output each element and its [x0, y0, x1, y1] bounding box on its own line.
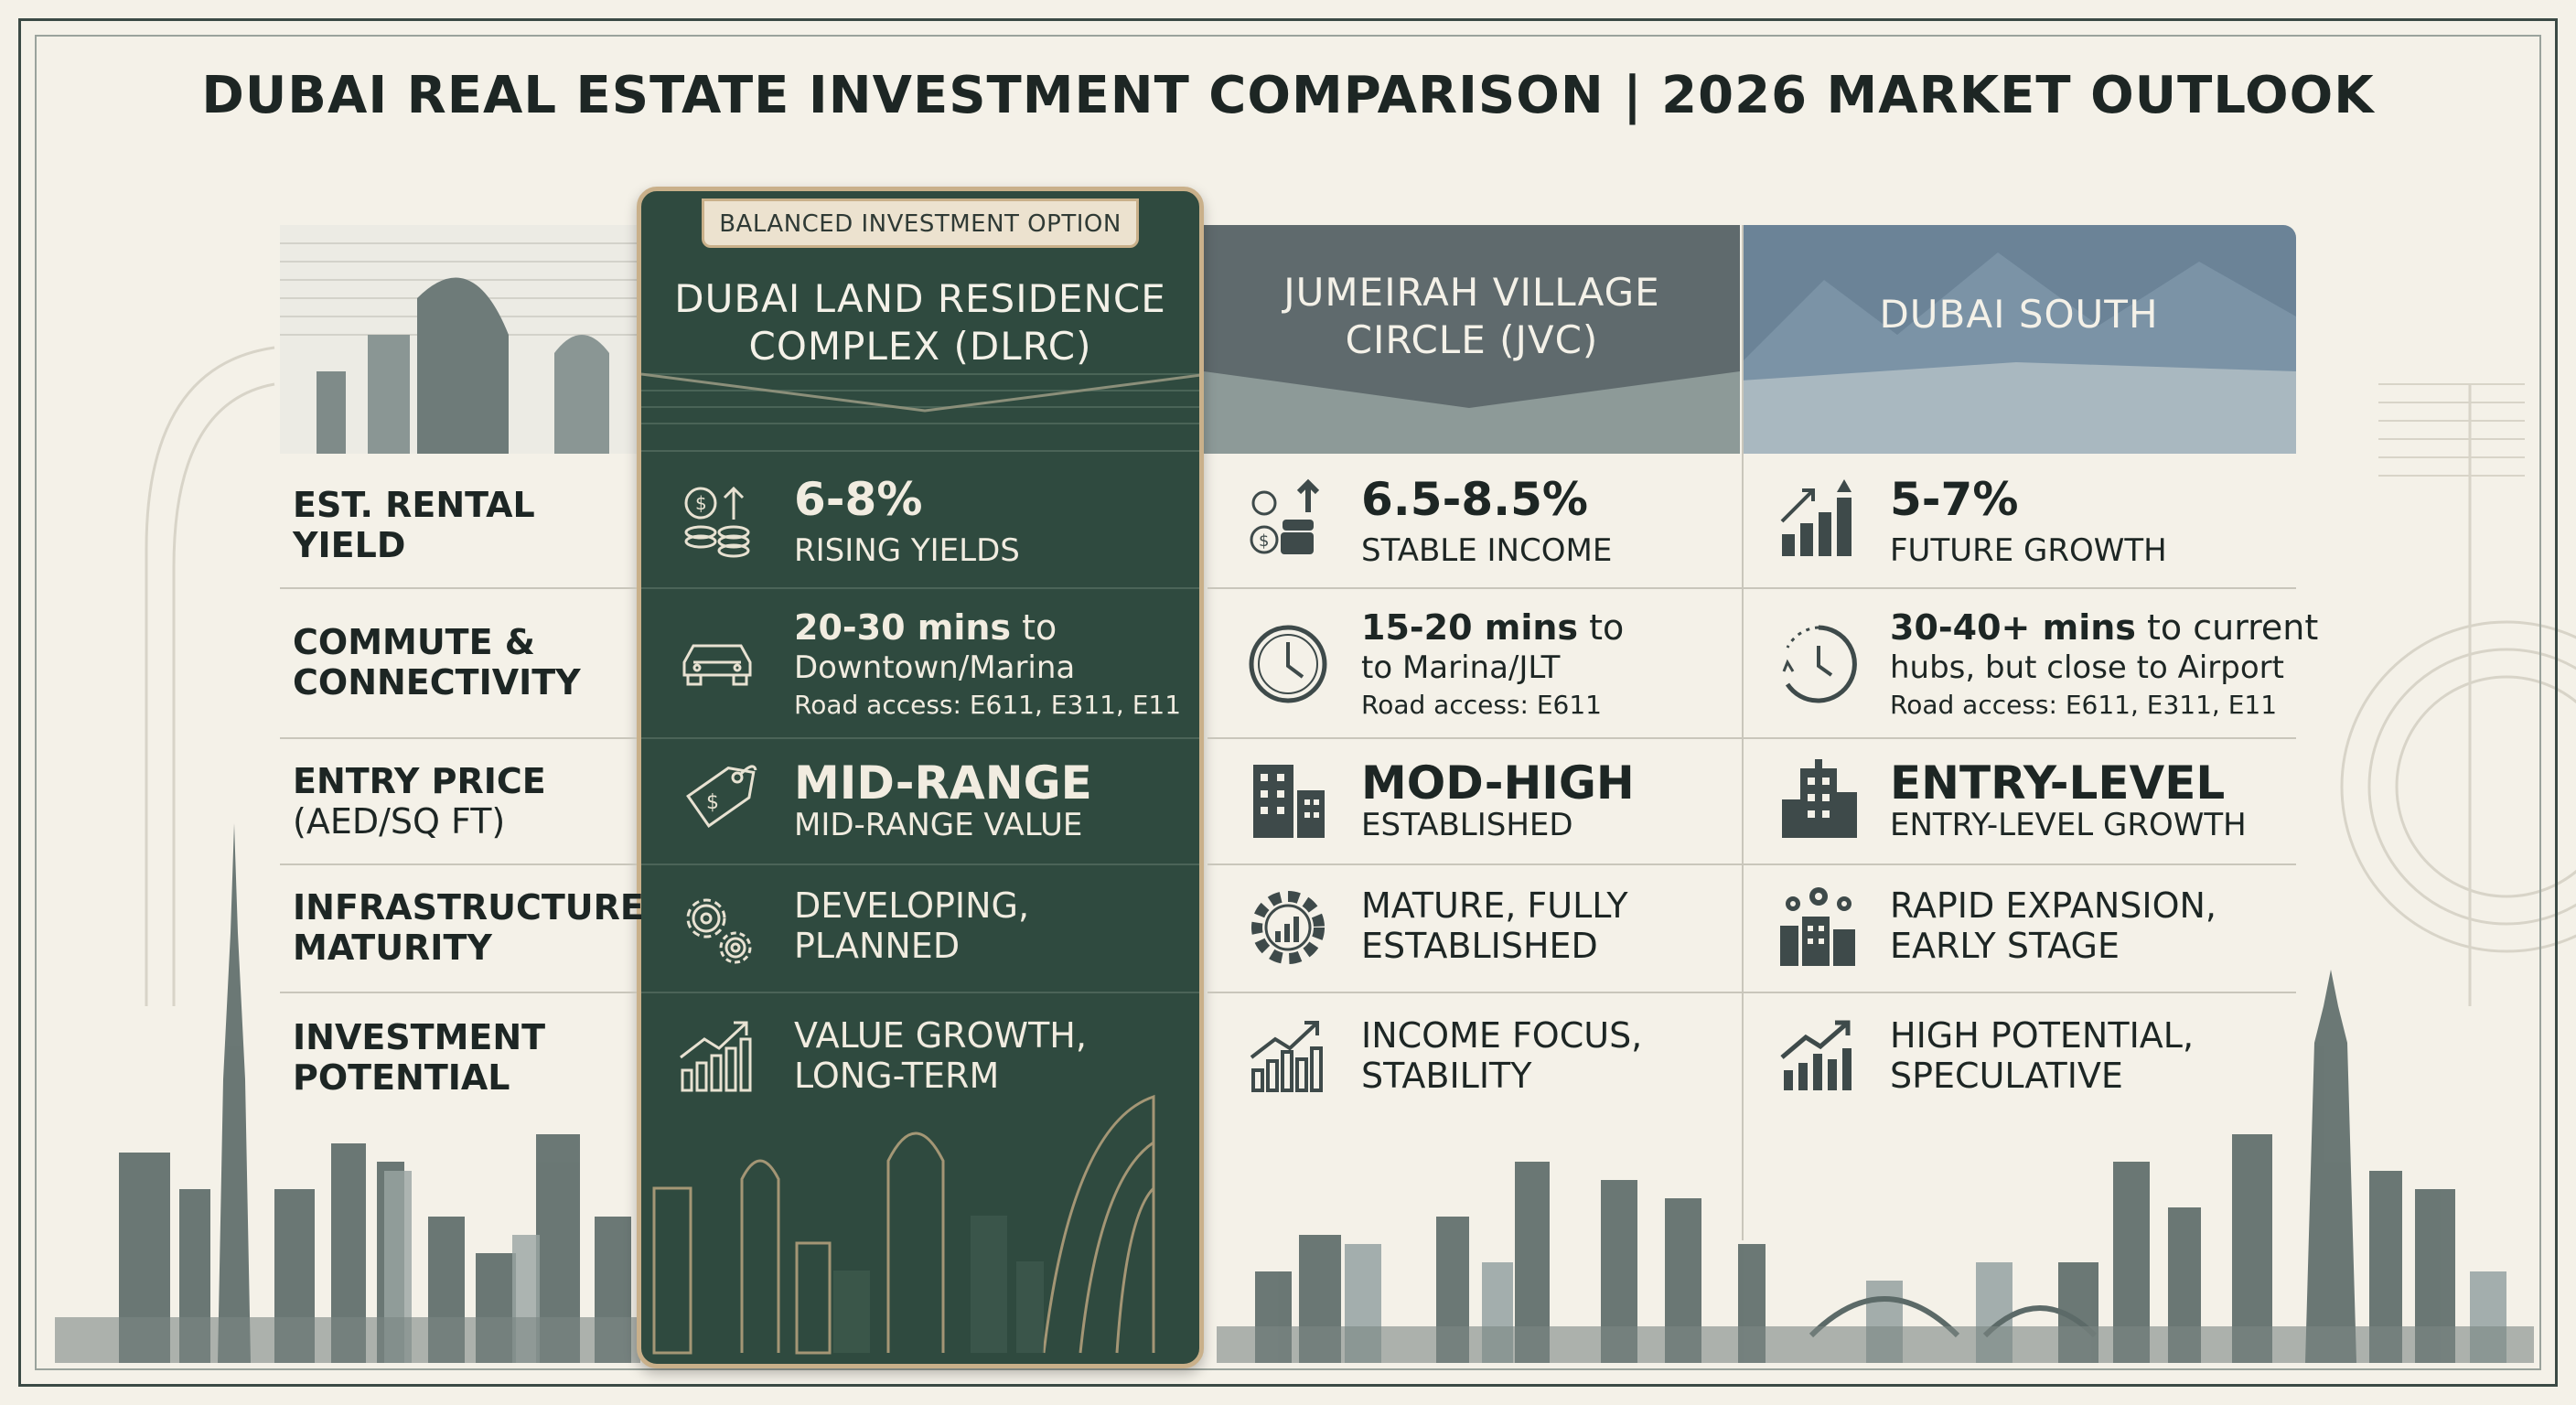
- south-potential-line2: SPECULATIVE: [1890, 1056, 2123, 1096]
- gears-buildings-icon: [1780, 887, 1855, 966]
- svg-text:$: $: [695, 492, 707, 514]
- buildings-icon: [1253, 765, 1325, 838]
- dubai-south-title: DUBAI SOUTH: [1879, 292, 2159, 337]
- clock-icon: [1249, 625, 1327, 703]
- row-label-potential: INVESTMENT POTENTIAL: [293, 1017, 546, 1098]
- svg-text:$: $: [1259, 531, 1269, 551]
- row-label-infrastructure: INFRASTRUCTURE MATURITY: [293, 887, 644, 968]
- clock-dashed-icon: [1782, 625, 1857, 703]
- south-price-note: ENTRY-LEVEL GROWTH: [1890, 807, 2247, 843]
- dlrc-price-value: MID-RANGE: [794, 756, 1092, 810]
- trend-up-icon: [680, 1021, 752, 1092]
- row-divider: [641, 992, 1199, 993]
- south-yield-value: 5-7%: [1890, 473, 2019, 526]
- dlrc-column: BALANCED INVESTMENT OPTION DUBAI LAND RE…: [637, 187, 1204, 1368]
- dlrc-potential-line1: VALUE GROWTH,: [794, 1015, 1087, 1056]
- jvc-header: JUMEIRAH VILLAGE CIRCLE (JVC): [1204, 225, 1740, 454]
- jvc-yield-note: STABLE INCOME: [1361, 532, 1613, 569]
- dlrc-yield-value: 6-8%: [794, 473, 923, 526]
- south-yield-note: FUTURE GROWTH: [1890, 532, 2167, 569]
- jvc-potential-line1: INCOME FOCUS,: [1361, 1015, 1643, 1056]
- jvc-infra-line2: ESTABLISHED: [1361, 926, 1598, 966]
- south-potential-line1: HIGH POTENTIAL,: [1890, 1015, 2195, 1056]
- south-commute-destination: hubs, but close to Airport: [1890, 649, 2284, 686]
- dlrc-commute-destination: Downtown/Marina: [794, 649, 1076, 686]
- south-commute-time: 30-40+ mins to current: [1890, 607, 2319, 648]
- page-title: DUBAI REAL ESTATE INVESTMENT COMPARISON …: [201, 66, 2375, 125]
- jvc-commute-time: 15-20 mins to: [1361, 607, 1625, 648]
- row-divider: [641, 450, 1199, 452]
- inner-frame: [35, 35, 2541, 1370]
- row-divider: [1208, 863, 2296, 865]
- row-label-commute: COMMUTE & CONNECTIVITY: [293, 622, 581, 702]
- row-divider: [1208, 737, 2296, 739]
- trend-up-icon: [1780, 1020, 1852, 1090]
- dlrc-infra-line2: PLANNED: [794, 926, 961, 966]
- growth-bars-icon: [1780, 479, 1852, 556]
- column-divider: [1742, 225, 1744, 1240]
- dubai-south-header: DUBAI SOUTH: [1742, 225, 2296, 454]
- south-price-value: ENTRY-LEVEL: [1890, 756, 2226, 810]
- south-road-access: Road access: E611, E311, E11: [1890, 690, 2278, 720]
- gears-icon: [686, 898, 752, 964]
- row-divider: [280, 587, 637, 589]
- row-divider: [641, 737, 1199, 739]
- dlrc-title: DUBAI LAND RESIDENCE COMPLEX (DLRC): [674, 276, 1166, 369]
- gear-chart-icon: [1251, 891, 1325, 964]
- dlrc-commute-time: 20-30 mins to: [794, 607, 1057, 648]
- building-icon: [1782, 759, 1857, 838]
- row-divider: [1208, 992, 2296, 993]
- row-divider: [641, 863, 1199, 865]
- car-icon: [682, 644, 752, 686]
- dlrc-potential-line2: LONG-TERM: [794, 1056, 1000, 1096]
- jvc-price-value: MOD-HIGH: [1361, 756, 1635, 810]
- balanced-investment-badge: BALANCED INVESTMENT OPTION: [702, 198, 1139, 248]
- row-divider: [1208, 587, 2296, 589]
- trend-up-icon: [1250, 1021, 1323, 1092]
- row-divider: [280, 737, 637, 739]
- jvc-potential-line2: STABILITY: [1361, 1056, 1532, 1096]
- jvc-title: JUMEIRAH VILLAGE CIRCLE (JVC): [1283, 270, 1660, 362]
- dlrc-infra-line1: DEVELOPING,: [794, 885, 1030, 926]
- left-header-skyline: [280, 225, 637, 454]
- row-divider: [280, 992, 637, 993]
- dlrc-price-note: MID-RANGE VALUE: [794, 807, 1083, 843]
- svg-text:$: $: [706, 791, 719, 814]
- south-infra-line1: RAPID EXPANSION,: [1890, 885, 2217, 926]
- coins-arrow-icon: $: [684, 486, 750, 558]
- dlrc-yield-note: RISING YIELDS: [794, 532, 1020, 569]
- jvc-road-access: Road access: E611: [1361, 690, 1602, 720]
- jvc-infra-line1: MATURE, FULLY: [1361, 885, 1628, 926]
- jvc-yield-value: 6.5-8.5%: [1361, 473, 1588, 526]
- outer-frame: [18, 18, 2558, 1387]
- south-infra-line2: EARLY STAGE: [1890, 926, 2120, 966]
- row-divider: [280, 863, 637, 865]
- row-label-yield: EST. RENTAL YIELD: [293, 485, 535, 565]
- jvc-commute-destination: to Marina/JLT: [1361, 649, 1561, 686]
- row-divider: [641, 587, 1199, 589]
- coins-stack-icon: $: [1250, 478, 1320, 554]
- price-tag-icon: $: [686, 765, 757, 828]
- jvc-price-note: ESTABLISHED: [1361, 807, 1573, 843]
- dlrc-road-access: Road access: E611, E311, E11: [794, 690, 1182, 720]
- row-label-price: ENTRY PRICE (AED/SQ FT): [293, 761, 546, 842]
